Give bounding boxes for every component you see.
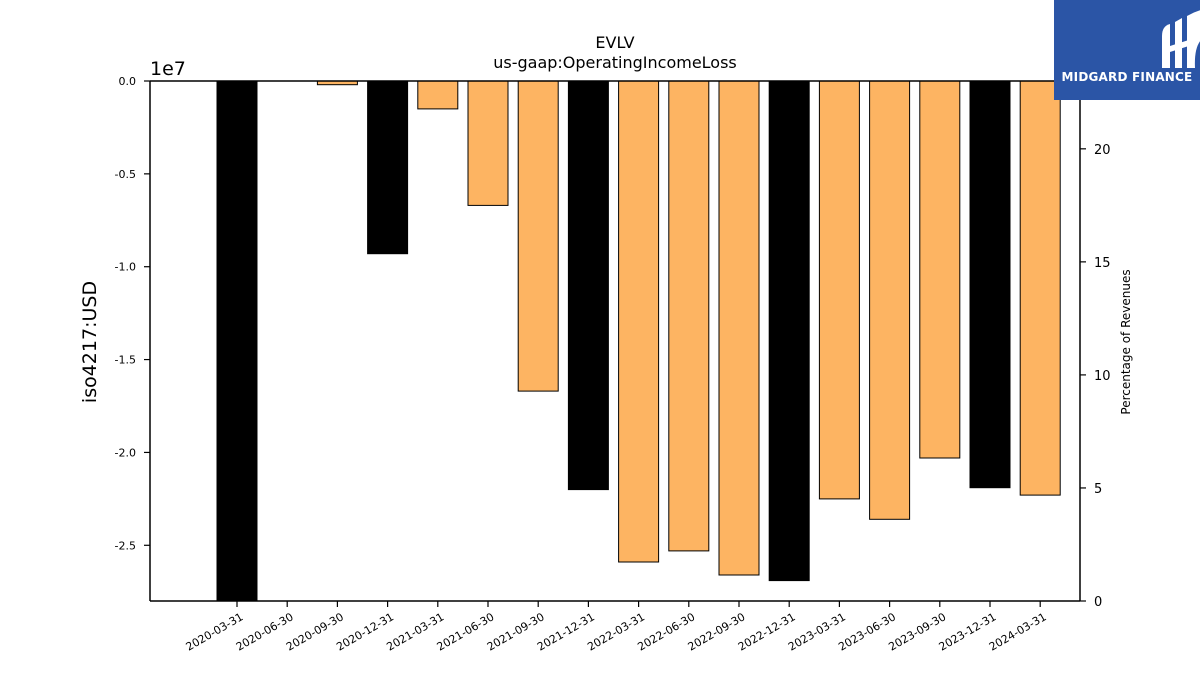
bar-2023-06-30 — [869, 80, 911, 520]
y2-ticks-group: 0 5 10 15 20 — [1080, 143, 1111, 610]
bar-2020-12-31 — [367, 80, 409, 255]
bar-2022-06-30 — [668, 80, 710, 552]
y2-tick-label: 0 — [1094, 595, 1102, 610]
y-tick-label: -1.5 — [115, 354, 136, 367]
y-tick-label: 0.0 — [119, 75, 137, 88]
y2-tick-label: 20 — [1094, 143, 1111, 158]
y2-axis-label: Percentage of Revenues — [1119, 269, 1133, 414]
bar-2022-09-30 — [718, 80, 760, 576]
logo-text: MIDGARD FINANCE — [1061, 70, 1193, 84]
x-tick-label: 2024-03-31 — [987, 610, 1049, 653]
y-tick-label: -2.5 — [115, 539, 136, 552]
bar-2023-03-31 — [818, 80, 860, 500]
bar-2023-12-31 — [969, 80, 1011, 489]
bar-2021-12-31 — [567, 80, 609, 491]
bars-group — [216, 80, 1061, 602]
bar-2021-06-30 — [467, 80, 509, 206]
y-tick-label: -2.0 — [115, 446, 136, 459]
x-ticks-group: 2020-03-312020-06-302020-09-302020-12-31… — [184, 601, 1049, 654]
bar-2023-09-30 — [919, 80, 961, 459]
bar-2022-03-31 — [618, 80, 660, 563]
chart-subtitle: us-gaap:OperatingIncomeLoss — [493, 53, 737, 72]
bar-2020-03-31 — [216, 80, 258, 602]
y-scale-label: 1e7 — [150, 58, 186, 80]
bar-2021-03-31 — [417, 80, 459, 110]
midgard-mark-icon — [1162, 10, 1200, 68]
chart-title: EVLV — [595, 33, 634, 52]
y2-tick-label: 15 — [1094, 256, 1111, 271]
y-tick-label: -1.0 — [115, 261, 136, 274]
y-axis-label: iso4217:USD — [79, 281, 101, 403]
midgard-finance-logo: MIDGARD FINANCE — [1054, 0, 1200, 100]
bar-2022-12-31 — [768, 80, 810, 582]
y-tick-label: -0.5 — [115, 168, 136, 181]
y2-tick-label: 5 — [1094, 482, 1102, 497]
y2-tick-label: 10 — [1094, 369, 1111, 384]
bar-2024-03-31 — [1019, 80, 1061, 496]
y-ticks-group: 0.0 -0.5 -1.0 -1.5 -2.0 -2.5 — [115, 75, 150, 552]
bar-2021-09-30 — [517, 80, 559, 392]
